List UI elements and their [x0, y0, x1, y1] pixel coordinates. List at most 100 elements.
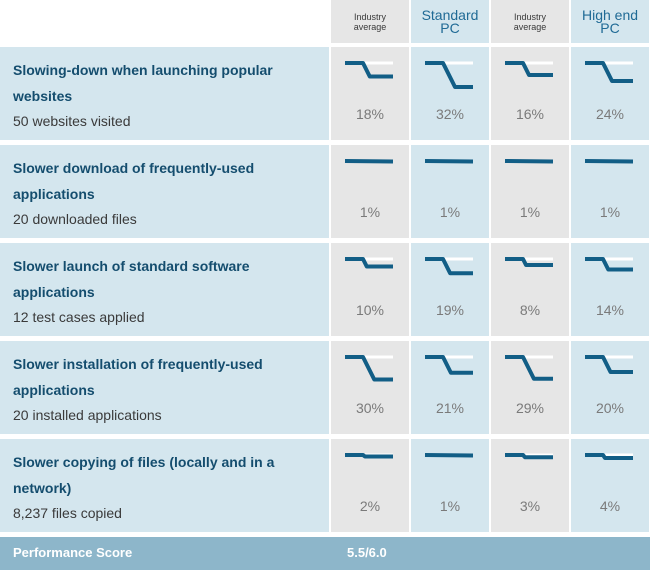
- column-header: High end PC: [571, 0, 649, 43]
- performance-line: [425, 257, 473, 276]
- percent-value: 1%: [439, 498, 461, 514]
- performance-score-label: Performance Score: [13, 545, 133, 560]
- slowdown-sparkline: [345, 355, 393, 382]
- column-header: Industry average: [491, 0, 569, 43]
- row-subtitle: 8,237 files copied: [13, 505, 122, 521]
- slowdown-sparkline: [585, 355, 633, 374]
- slowdown-sparkline: [505, 257, 553, 267]
- performance-line: [505, 61, 553, 77]
- row-title-line1: Slower copying of files (locally and in …: [13, 454, 275, 470]
- result-cell: 14%: [571, 243, 649, 336]
- performance-line: [425, 355, 473, 375]
- slowdown-sparkline: [344, 159, 394, 164]
- performance-score-value: 5.5/6.0: [347, 545, 387, 560]
- percent-value: 16%: [515, 106, 545, 122]
- slowdown-sparkline: [345, 61, 393, 79]
- row-subtitle: 20 downloaded files: [13, 211, 137, 227]
- column-header-line2: PC: [600, 19, 620, 36]
- performance-line: [424, 159, 474, 164]
- performance-line: [505, 453, 553, 460]
- column-header-line1: Industry: [513, 11, 546, 22]
- row-title-line2: applications: [13, 283, 95, 300]
- row-label: Slower download of frequently-used applic…: [0, 145, 329, 238]
- slowdown-sparkline: [585, 257, 633, 272]
- slowdown-sparkline: [425, 257, 473, 276]
- slowdown-sparkline: [585, 453, 633, 460]
- column-header: Standard PC: [411, 0, 489, 43]
- performance-line: [345, 355, 393, 382]
- result-cell: 1%: [411, 439, 489, 532]
- performance-line: [585, 61, 633, 83]
- performance-line: [585, 257, 633, 272]
- column-header-line2: PC: [440, 19, 460, 36]
- row-subtitle: 50 websites visited: [13, 113, 131, 129]
- performance-line: [585, 453, 633, 460]
- percent-value: 20%: [595, 400, 625, 416]
- result-cell: 24%: [571, 47, 649, 140]
- percent-value: 10%: [355, 302, 385, 318]
- slowdown-sparkline: [505, 61, 553, 77]
- slowdown-sparkline: [424, 159, 474, 164]
- row-label: Slower launch of standard software applic…: [0, 243, 329, 336]
- row-subtitle: 20 installed applications: [13, 407, 162, 423]
- column-header-line1: Standard: [421, 6, 479, 23]
- row-title-line1: Slower launch of standard software: [13, 258, 250, 274]
- percent-value: 19%: [435, 302, 465, 318]
- performance-line: [584, 159, 634, 164]
- performance-line: [505, 355, 553, 381]
- percent-value: 32%: [435, 106, 465, 122]
- slowdown-sparkline: [584, 159, 634, 164]
- percent-value: 24%: [595, 106, 625, 122]
- row-title-line1: Slower installation of frequently-used: [13, 356, 263, 372]
- row-label: Slower copying of files (locally and in …: [0, 439, 329, 532]
- result-cell: 1%: [571, 145, 649, 238]
- percent-value: 1%: [439, 204, 461, 220]
- percent-value: 1%: [599, 204, 621, 220]
- percent-value: 3%: [519, 498, 541, 514]
- result-cell: 16%: [491, 47, 569, 140]
- row-label: Slower installation of frequently-used ap…: [0, 341, 329, 434]
- row-subtitle: 12 test cases applied: [13, 309, 145, 325]
- result-cell: 1%: [491, 145, 569, 238]
- column-header: Industry average: [331, 0, 409, 43]
- performance-line: [345, 257, 393, 269]
- row-title-line2: network): [13, 479, 72, 496]
- percent-value: 8%: [519, 302, 541, 318]
- result-cell: 29%: [491, 341, 569, 434]
- row-title-line1: Slower download of frequently-used: [13, 160, 255, 176]
- slowdown-sparkline: [345, 257, 393, 269]
- percent-value: 30%: [355, 400, 385, 416]
- result-cell: 10%: [331, 243, 409, 336]
- percent-value: 2%: [359, 498, 381, 514]
- result-cell: 4%: [571, 439, 649, 532]
- slowdown-sparkline: [504, 159, 554, 164]
- performance-line: [585, 355, 633, 374]
- result-cell: 32%: [411, 47, 489, 140]
- table-row: Slowing-down when launching popular websi…: [0, 47, 650, 140]
- row-label: Slowing-down when launching popular websi…: [0, 47, 329, 140]
- result-cell: 3%: [491, 439, 569, 532]
- result-cell: 18%: [331, 47, 409, 140]
- percent-value: 14%: [595, 302, 625, 318]
- performance-line: [425, 61, 473, 89]
- percent-value: 4%: [599, 498, 621, 514]
- header-blank: [0, 0, 329, 43]
- column-header-line2: average: [513, 21, 547, 32]
- result-cell: 30%: [331, 341, 409, 434]
- column-header-line2: average: [353, 21, 387, 32]
- slowdown-sparkline: [505, 355, 553, 381]
- result-cell: 1%: [331, 145, 409, 238]
- slowdown-sparkline: [505, 453, 553, 460]
- percent-value: 29%: [515, 400, 545, 416]
- slowdown-sparkline: [425, 61, 473, 89]
- result-cell: 1%: [411, 145, 489, 238]
- table-row: Slower copying of files (locally and in …: [0, 439, 650, 532]
- percent-value: 1%: [519, 204, 541, 220]
- performance-line: [344, 159, 394, 164]
- performance-line: [505, 257, 553, 267]
- percent-value: 18%: [355, 106, 385, 122]
- table-row: Slower launch of standard software applic…: [0, 243, 650, 336]
- row-title-line1: Slowing-down when launching popular: [13, 62, 273, 78]
- column-header-line1: High end: [581, 6, 639, 23]
- percent-value: 1%: [359, 204, 381, 220]
